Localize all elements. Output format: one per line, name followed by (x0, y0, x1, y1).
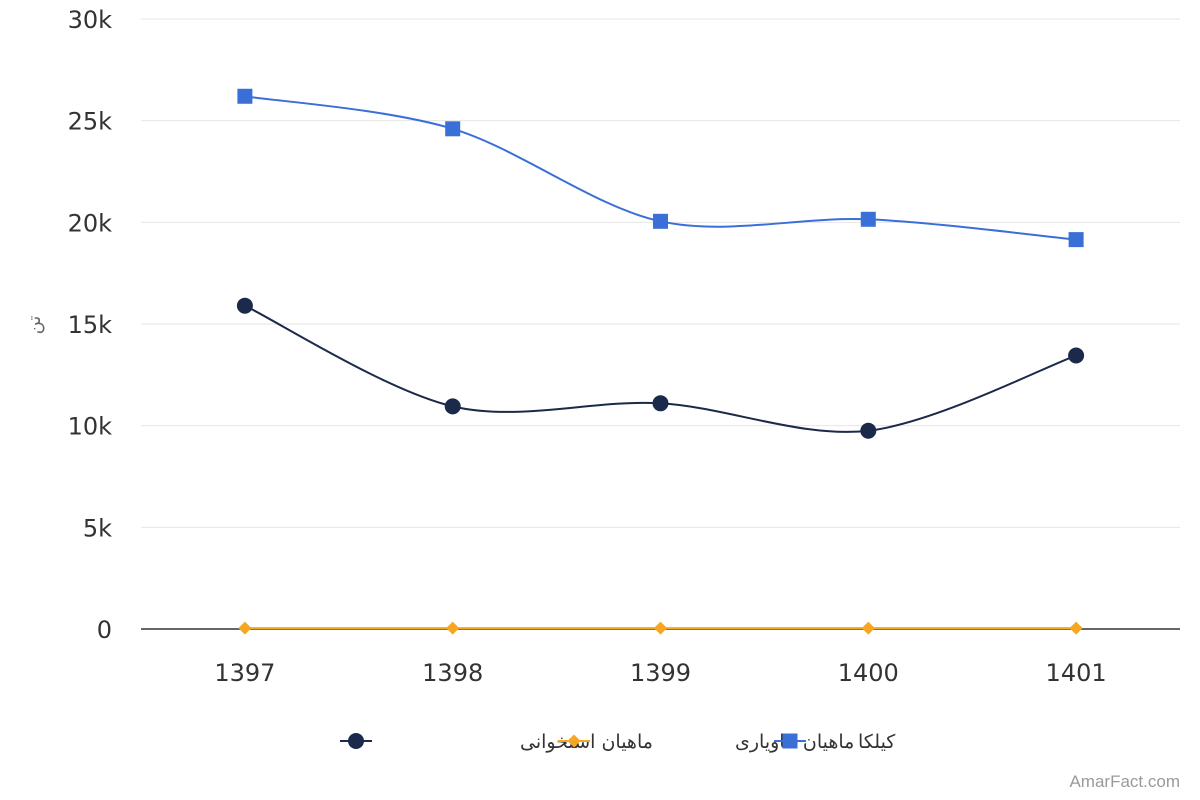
series-1 (236, 297, 1085, 439)
legend-label: کیلکا (858, 731, 896, 753)
data-point[interactable] (1068, 232, 1084, 248)
credit-text[interactable]: AmarFact.com (1069, 772, 1180, 791)
legend[interactable]: ماهیان استخوانی ماهیان خاویاری کیلکا (340, 731, 896, 753)
y-tick-label: 30k (68, 6, 113, 34)
y-tick-label: 5k (83, 514, 112, 542)
series-3 (237, 88, 1084, 248)
y-tick-label: 15k (68, 311, 113, 339)
data-point[interactable] (446, 621, 460, 635)
series-2 (238, 621, 1083, 635)
y-axis-label: تن (24, 316, 45, 335)
data-point[interactable] (236, 297, 253, 314)
data-point[interactable] (654, 621, 667, 635)
y-axis: 0 5k 10k 15k 20k 25k 30k (68, 6, 113, 644)
x-axis: 1397 1398 1399 1400 1401 (214, 659, 1106, 687)
y-tick-label: 25k (68, 108, 113, 136)
legend-marker-icon (782, 733, 798, 749)
grid-lines (141, 18, 1180, 630)
y-tick-label: 10k (68, 413, 113, 441)
legend-marker-icon (567, 734, 581, 748)
y-tick-label: 20k (68, 209, 113, 237)
x-tick-label: 1400 (838, 659, 899, 687)
data-point[interactable] (653, 213, 668, 229)
data-point[interactable] (445, 121, 461, 137)
y-tick-label: 0 (97, 616, 112, 644)
data-point[interactable] (238, 621, 252, 635)
data-point[interactable] (237, 88, 253, 104)
x-tick-label: 1398 (422, 659, 483, 687)
x-tick-label: 1399 (630, 659, 691, 687)
legend-item[interactable]: کیلکا (774, 731, 896, 753)
legend-item[interactable]: ماهیان استخوانی (340, 731, 653, 753)
series-line (244, 304, 1077, 433)
series-group (236, 88, 1085, 635)
legend-marker-icon (348, 733, 364, 749)
data-point[interactable] (860, 211, 876, 227)
x-tick-label: 1401 (1046, 659, 1107, 687)
data-point[interactable] (652, 395, 669, 412)
data-point[interactable] (444, 398, 461, 415)
x-tick-label: 1397 (214, 659, 275, 687)
data-point[interactable] (1069, 621, 1083, 635)
data-point[interactable] (861, 621, 875, 635)
data-point[interactable] (1068, 347, 1085, 364)
data-point[interactable] (860, 422, 877, 439)
